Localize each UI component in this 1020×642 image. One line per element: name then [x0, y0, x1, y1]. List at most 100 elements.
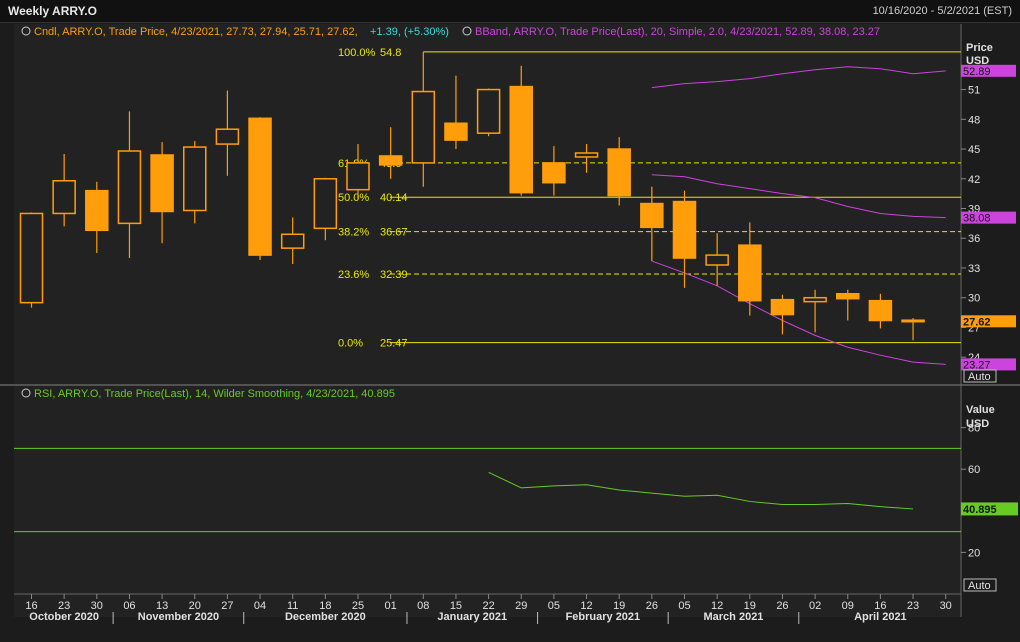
- candle[interactable]: [901, 318, 925, 341]
- x-week-label: 06: [123, 600, 135, 612]
- candle[interactable]: [803, 289, 827, 333]
- x-week-label: 20: [189, 600, 201, 612]
- bband-upper-line: [651, 66, 946, 89]
- chart-title: Weekly ARRY.O: [8, 4, 97, 18]
- x-week-label: 02: [809, 600, 821, 612]
- x-week-label: 29: [515, 600, 527, 612]
- price-axis-unit: USD: [966, 55, 989, 67]
- fib-level-label: 100.0%: [338, 47, 376, 59]
- lower-band-tag: 23.27: [961, 358, 1016, 371]
- price-tick-label: 42: [968, 174, 980, 186]
- candle-body-down: [378, 155, 403, 166]
- candle[interactable]: [183, 141, 207, 224]
- rsi-plot-area[interactable]: [14, 386, 961, 617]
- candle[interactable]: [346, 144, 370, 199]
- bband-middle-line: [651, 174, 946, 219]
- candle-body-up: [313, 178, 338, 230]
- candle[interactable]: [770, 294, 795, 335]
- candle[interactable]: [411, 51, 436, 187]
- x-week-label: 18: [319, 600, 331, 612]
- candle[interactable]: [836, 289, 860, 321]
- candle[interactable]: [313, 177, 338, 241]
- fib-level-label: 23.6%: [338, 269, 369, 281]
- candle[interactable]: [868, 293, 893, 329]
- candle[interactable]: [444, 75, 468, 150]
- x-week-label: 27: [221, 600, 233, 612]
- price-legend: Cndl, ARRY.O, Trade Price, 4/23/2021, 27…: [21, 26, 880, 38]
- chart-svg[interactable]: Cndl, ARRY.O, Trade Price, 4/23/2021, 27…: [0, 22, 1020, 642]
- candle[interactable]: [85, 181, 109, 254]
- x-week-label: 26: [646, 600, 658, 612]
- candle[interactable]: [672, 190, 697, 288]
- price-auto-button[interactable]: Auto: [963, 369, 997, 383]
- rsi-auto-label[interactable]: Auto: [968, 580, 991, 592]
- candle-body-down: [738, 244, 762, 302]
- candle-body-up: [476, 88, 501, 134]
- candle-body-down: [672, 200, 697, 259]
- candle[interactable]: [52, 153, 76, 227]
- fib-value-label: 32.39: [380, 269, 408, 281]
- candle[interactable]: [640, 186, 664, 262]
- candle-body-down: [770, 298, 795, 316]
- x-month-label: April 2021: [854, 611, 907, 623]
- candle-body-up: [705, 254, 729, 266]
- candle-body-down: [150, 154, 174, 213]
- x-week-label: 30: [91, 600, 103, 612]
- candle-body-down: [836, 292, 860, 300]
- candle[interactable]: [215, 90, 240, 176]
- candle[interactable]: [19, 212, 44, 308]
- fib-value-label: 36.67: [380, 227, 408, 239]
- candle[interactable]: [248, 117, 272, 261]
- clock-icon[interactable]: [462, 26, 472, 36]
- x-week-label: 16: [874, 600, 886, 612]
- svg-text:40.895: 40.895: [963, 504, 997, 516]
- candle[interactable]: [280, 217, 305, 265]
- fib-value-label: 40.14: [380, 192, 408, 204]
- rsi-auto-button[interactable]: Auto: [963, 578, 997, 592]
- candle[interactable]: [117, 111, 142, 259]
- x-week-label: 23: [907, 600, 919, 612]
- price-tick-label: 33: [968, 263, 980, 275]
- price-auto-label[interactable]: Auto: [968, 371, 991, 383]
- clock-icon[interactable]: [21, 26, 31, 36]
- candle-body-up: [411, 90, 436, 164]
- legend-rsi: RSI, ARRY.O, Trade Price(Last), 14, Wild…: [34, 388, 395, 400]
- candle[interactable]: [738, 222, 762, 316]
- candle[interactable]: [705, 233, 729, 286]
- x-month-label: March 2021: [704, 611, 764, 623]
- price-axis-title: Price: [966, 42, 993, 54]
- price-tick-label: 45: [968, 144, 980, 156]
- candle[interactable]: [150, 142, 174, 244]
- candle[interactable]: [542, 146, 566, 196]
- candle-body-up: [803, 296, 827, 303]
- candle-body-up: [117, 150, 142, 225]
- candle-body-down: [868, 299, 893, 322]
- middle-band-tag: 38.08: [961, 211, 1016, 225]
- x-week-label: 05: [678, 600, 690, 612]
- x-week-label: 15: [450, 600, 462, 612]
- x-week-label: 22: [482, 600, 494, 612]
- x-week-label: 05: [548, 600, 560, 612]
- x-week-label: 26: [776, 600, 788, 612]
- x-week-label: 01: [385, 600, 397, 612]
- candle[interactable]: [574, 144, 599, 173]
- upper-band-tag: 52.89: [961, 64, 1016, 78]
- candle[interactable]: [476, 88, 501, 137]
- svg-text:52.89: 52.89: [963, 66, 991, 78]
- candle[interactable]: [378, 127, 403, 179]
- legend-cndl-change: +1.39, (+5.30%): [370, 26, 449, 38]
- candle[interactable]: [509, 65, 533, 196]
- candle[interactable]: [607, 137, 631, 206]
- fib-value-label: 25.47: [380, 338, 408, 350]
- clock-icon[interactable]: [21, 388, 31, 398]
- last-price-tag: 27.62: [961, 315, 1016, 328]
- candle-body-up: [346, 162, 370, 191]
- rsi-axis-title: Value: [966, 404, 995, 416]
- candle-body-up: [52, 179, 76, 215]
- price-tick-label: 30: [968, 293, 980, 305]
- candle-body-up: [183, 146, 207, 212]
- x-week-label: 13: [156, 600, 168, 612]
- x-month-label: October 2020: [29, 611, 99, 623]
- rsi-legend: RSI, ARRY.O, Trade Price(Last), 14, Wild…: [21, 388, 395, 400]
